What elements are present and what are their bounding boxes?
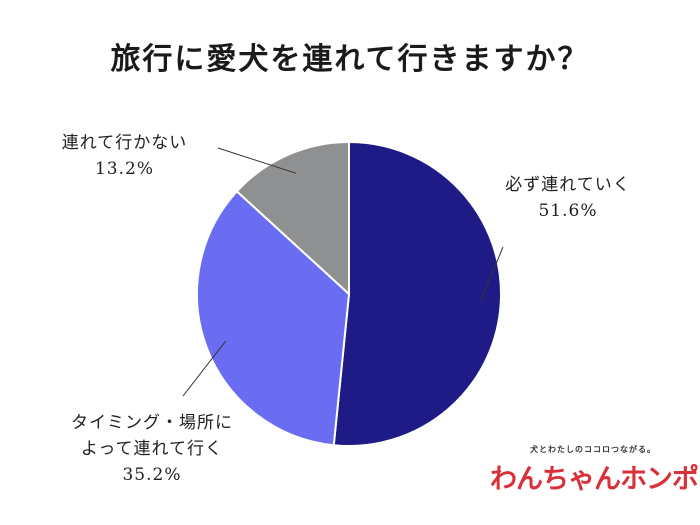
slice-label-never-text: 連れて行かない xyxy=(61,133,188,153)
slice-label-sometimes-line2: よって連れて行く xyxy=(80,439,224,459)
slice-sometimes xyxy=(196,189,351,447)
slice-always-leader xyxy=(480,246,504,301)
slice-value-never: 13.2% xyxy=(94,159,154,179)
chart-title: 旅行に愛犬を連れて行きますか？ xyxy=(110,42,590,77)
slice-never xyxy=(235,140,350,297)
logo-name: わんちゃんホンポ xyxy=(490,464,699,495)
brand-logo: 犬とわたしのココロつながる。 わんちゃんホンポ xyxy=(490,444,699,496)
logo-tagline: 犬とわたしのココロつながる。 xyxy=(530,445,656,454)
slice-label-sometimes: タイミング・場所に よって連れて行く 35.2% xyxy=(32,410,272,488)
slice-always xyxy=(332,140,502,447)
slice-value-sometimes: 35.2% xyxy=(122,465,182,485)
slice-never-leader xyxy=(217,147,296,174)
slice-value-always: 51.6% xyxy=(538,201,598,221)
slice-label-always: 必ず連れていく 51.6% xyxy=(468,172,668,224)
slice-label-always-text: 必ず連れていく xyxy=(505,175,631,195)
slice-sometimes-leader xyxy=(182,340,227,397)
slice-label-sometimes-line1: タイミング・場所に xyxy=(71,413,233,433)
slice-label-never: 連れて行かない 13.2% xyxy=(32,130,217,182)
